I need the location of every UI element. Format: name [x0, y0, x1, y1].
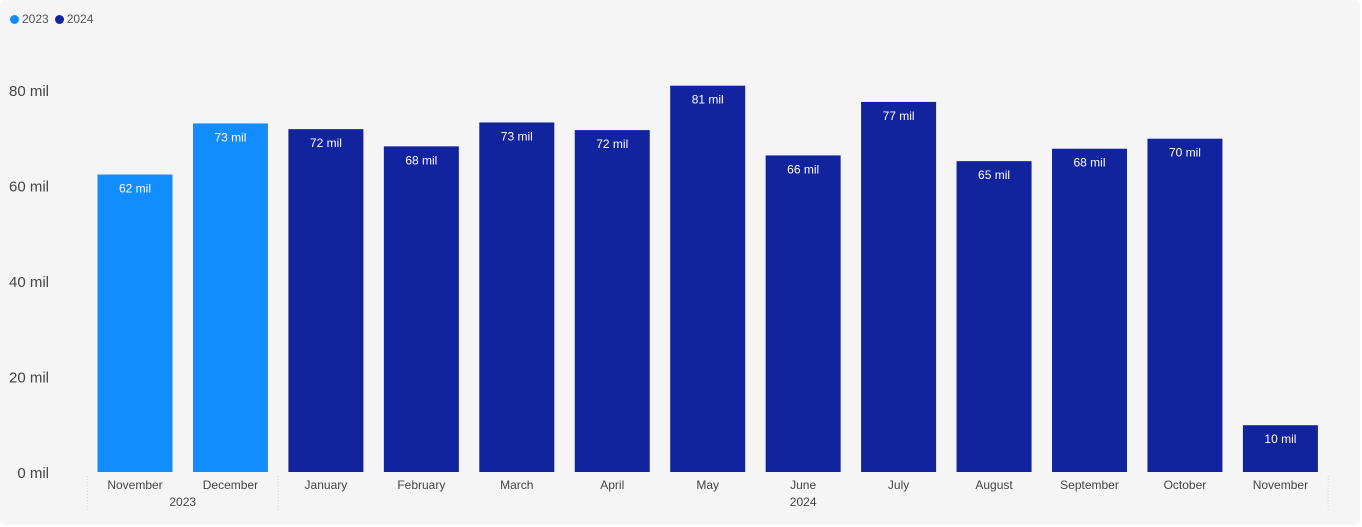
data-label: 81 mil: [692, 93, 724, 107]
y-tick-label: 20 mil: [9, 370, 49, 387]
legend-label-2023: 2023: [22, 12, 49, 26]
data-label: 66 mil: [787, 162, 819, 176]
x-tick-label: September: [1060, 478, 1119, 492]
bar[interactable]: [192, 123, 268, 473]
bar[interactable]: [861, 101, 937, 472]
legend-label-2024: 2024: [66, 12, 94, 26]
data-label: 65 mil: [978, 168, 1010, 182]
data-label: 77 mil: [883, 109, 915, 123]
data-label: 73 mil: [501, 129, 533, 143]
x-tick-label: November: [1253, 478, 1308, 492]
bar[interactable]: [97, 174, 173, 472]
data-label: 68 mil: [1073, 156, 1105, 170]
x-tick-label: February: [397, 478, 445, 492]
bar[interactable]: [956, 161, 1032, 472]
legend-dot-2023: [10, 14, 19, 24]
x-tick-label: April: [600, 478, 624, 492]
y-tick-label: 40 mil: [9, 274, 49, 291]
legend-dot-2024: [54, 14, 64, 24]
y-tick-label: 80 mil: [9, 83, 49, 100]
y-tick-label: 0 mil: [17, 465, 49, 482]
bar[interactable]: [383, 146, 459, 472]
y-tick-label: 60 mil: [9, 179, 49, 196]
x-tick-label: June: [790, 478, 816, 492]
x-year-label: 2023: [169, 495, 196, 509]
data-label: 10 mil: [1264, 432, 1296, 446]
bar[interactable]: [1052, 148, 1127, 473]
x-tick-label: November: [107, 478, 162, 492]
data-label: 72 mil: [596, 137, 628, 151]
legend-item-2023[interactable]: 2023: [10, 12, 49, 26]
bar[interactable]: [1147, 138, 1223, 472]
data-label: 70 mil: [1169, 146, 1201, 160]
legend: 2023 2024: [10, 12, 99, 26]
x-year-label: 2024: [790, 495, 817, 509]
x-tick-label: January: [305, 478, 348, 492]
x-tick-label: October: [1164, 478, 1207, 492]
x-tick-label: March: [500, 478, 533, 492]
data-label: 73 mil: [214, 130, 246, 144]
bar[interactable]: [1242, 425, 1318, 472]
bar[interactable]: [479, 122, 555, 472]
bar[interactable]: [288, 129, 364, 472]
x-tick-label: August: [975, 478, 1013, 492]
x-tick-label: December: [203, 478, 258, 492]
legend-item-2024[interactable]: 2024: [54, 12, 94, 26]
x-tick-label: July: [888, 478, 909, 492]
bar[interactable]: [670, 85, 746, 472]
data-label: 68 mil: [405, 153, 437, 167]
data-label: 62 mil: [119, 182, 151, 196]
bar[interactable]: [574, 130, 650, 473]
x-tick-label: May: [696, 478, 719, 492]
data-label: 72 mil: [310, 136, 342, 150]
bar[interactable]: [765, 155, 841, 473]
